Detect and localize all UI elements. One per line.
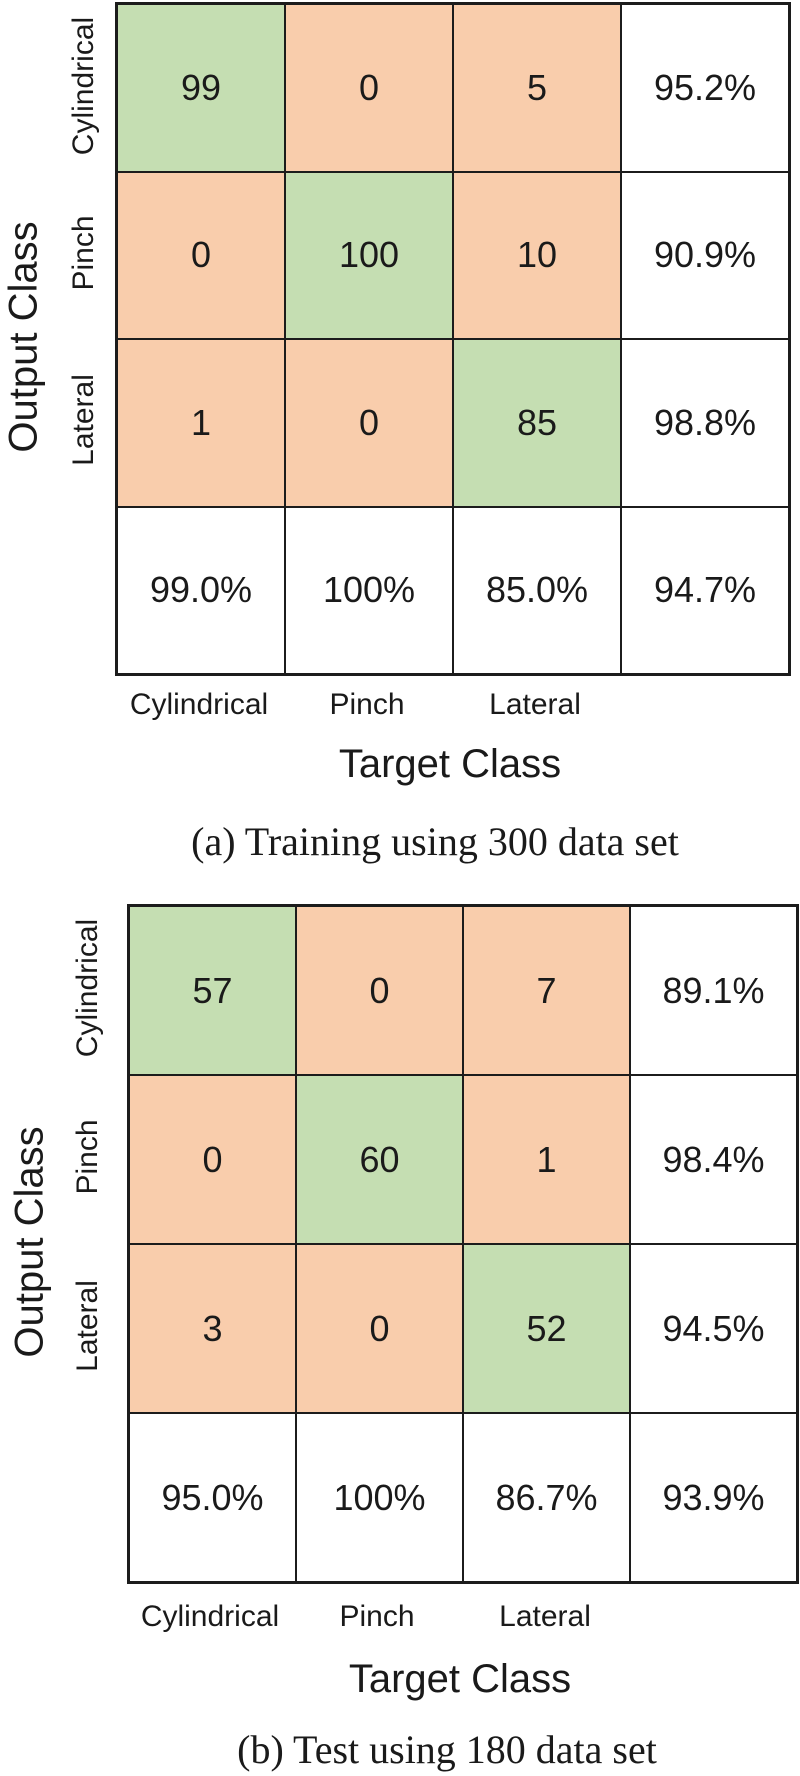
col-label-cylindrical: Cylindrical <box>129 688 269 721</box>
overall-accuracy-cell: 93.9% <box>630 1413 797 1582</box>
matrix-cell: 3 <box>129 1244 296 1413</box>
row-label-pinch: Pinch <box>71 1119 104 1195</box>
row-precision-cell: 89.1% <box>630 906 797 1075</box>
row-label-lateral: Lateral <box>67 374 100 466</box>
matrix-grid-a: 99 0 5 95.2% 0 100 10 90.9% 1 0 85 98.8%… <box>115 2 791 676</box>
matrix-cell: 85 <box>453 339 621 507</box>
matrix-cell: 0 <box>117 171 285 339</box>
matrix-cell: 7 <box>463 906 630 1075</box>
overall-accuracy-cell: 94.7% <box>621 506 789 674</box>
matrix-cell: 0 <box>296 1244 463 1413</box>
matrix-cell: 5 <box>453 4 621 172</box>
col-recall-cell: 95.0% <box>129 1413 296 1582</box>
row-label-lateral: Lateral <box>71 1280 104 1372</box>
x-axis-title: Target Class <box>338 742 562 786</box>
col-label-cylindrical: Cylindrical <box>140 1600 280 1633</box>
col-recall-cell: 100% <box>296 1413 463 1582</box>
y-axis-title: Output Class <box>7 1126 52 1358</box>
matrix-cell: 0 <box>285 339 453 507</box>
row-label-cylindrical: Cylindrical <box>67 16 100 156</box>
col-recall-cell: 86.7% <box>463 1413 630 1582</box>
matrix-cell: 52 <box>463 1244 630 1413</box>
caption-b: (b) Test using 180 data set <box>237 1727 657 1772</box>
row-precision-cell: 95.2% <box>621 4 789 172</box>
matrix-cell: 57 <box>129 906 296 1075</box>
col-label-lateral: Lateral <box>499 1600 591 1633</box>
matrix-cell: 10 <box>453 171 621 339</box>
caption-a: (a) Training using 300 data set <box>191 819 679 864</box>
matrix-cell: 60 <box>296 1075 463 1244</box>
col-label-pinch: Pinch <box>329 688 405 721</box>
matrix-grid-b: 57 0 7 89.1% 0 60 1 98.4% 3 0 52 94.5% 9… <box>127 904 799 1584</box>
x-axis-title: Target Class <box>348 1657 572 1701</box>
row-precision-cell: 98.8% <box>621 339 789 507</box>
matrix-cell: 1 <box>117 339 285 507</box>
col-label-pinch: Pinch <box>339 1600 415 1633</box>
col-label-lateral: Lateral <box>489 688 581 721</box>
matrix-cell: 0 <box>285 4 453 172</box>
col-recall-cell: 99.0% <box>117 506 285 674</box>
matrix-cell: 0 <box>129 1075 296 1244</box>
matrix-cell: 99 <box>117 4 285 172</box>
col-recall-cell: 100% <box>285 506 453 674</box>
row-label-cylindrical: Cylindrical <box>71 918 104 1058</box>
matrix-cell: 1 <box>463 1075 630 1244</box>
row-precision-cell: 98.4% <box>630 1075 797 1244</box>
matrix-cell: 0 <box>296 906 463 1075</box>
row-precision-cell: 90.9% <box>621 171 789 339</box>
y-axis-title: Output Class <box>1 221 46 453</box>
row-label-pinch: Pinch <box>67 215 100 291</box>
row-precision-cell: 94.5% <box>630 1244 797 1413</box>
col-recall-cell: 85.0% <box>453 506 621 674</box>
matrix-cell: 100 <box>285 171 453 339</box>
